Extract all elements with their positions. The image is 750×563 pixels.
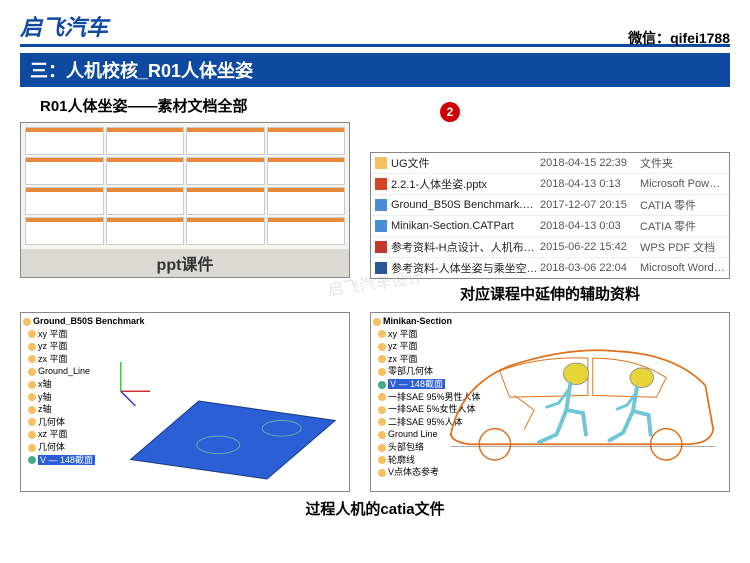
ppt-thumb xyxy=(106,157,185,185)
file-type: CATIA 零件 xyxy=(640,197,725,213)
file-icon xyxy=(375,241,387,253)
ppt-thumb xyxy=(25,217,104,245)
footer-caption: 过程人机的catia文件 xyxy=(0,498,750,519)
file-type: CATIA 零件 xyxy=(640,218,725,234)
file-name: Minikan-Section.CATPart xyxy=(391,220,540,232)
file-name: Ground_B50S Benchmark.CATPart xyxy=(391,199,540,211)
subtitle: R01人体坐姿——素材文档全部 xyxy=(40,95,750,116)
file-date: 2017-12-07 20:15 xyxy=(540,199,640,211)
file-name: 参考资料-人体坐姿与乘坐空间舒适性校... xyxy=(391,260,540,276)
file-name: 参考资料-H点设计、人机布置分析.pdf xyxy=(391,239,540,255)
file-name: UG文件 xyxy=(391,155,540,171)
ppt-thumb xyxy=(267,217,346,245)
file-date: 2018-04-15 22:39 xyxy=(540,157,640,169)
file-date: 2015-06-22 15:42 xyxy=(540,241,640,253)
file-row: 参考资料-人体坐姿与乘坐空间舒适性校... 2018-03-06 22:04 M… xyxy=(371,258,729,278)
header-rule xyxy=(20,44,730,47)
file-caption: 对应课程中延伸的辅助资料 xyxy=(370,283,730,304)
file-date: 2018-04-13 0:03 xyxy=(540,220,640,232)
catia-ground-view: Ground_B50S Benchmark xy 平面 yz 平面 zx 平面 … xyxy=(20,312,350,492)
file-icon xyxy=(375,199,387,211)
ppt-thumb xyxy=(106,127,185,155)
ppt-thumbnails-block: ppt课件 xyxy=(20,122,350,304)
ppt-thumb xyxy=(186,127,265,155)
file-date: 2018-03-06 22:04 xyxy=(540,262,640,274)
file-type: Microsoft Word ... xyxy=(640,262,725,274)
ppt-thumb xyxy=(267,127,346,155)
file-type: WPS PDF 文档 xyxy=(640,239,725,255)
ground-plane-svg xyxy=(111,323,345,489)
ppt-thumb xyxy=(25,187,104,215)
file-icon xyxy=(375,220,387,232)
file-date: 2018-04-13 0:13 xyxy=(540,178,640,190)
step-badge: 2 xyxy=(440,102,460,122)
file-row: 2.2.1-人体坐姿.pptx 2018-04-13 0:13 Microsof… xyxy=(371,174,729,195)
file-list-block: UG文件 2018-04-15 22:39 文件夹 2.2.1-人体坐姿.ppt… xyxy=(370,152,730,304)
brand-title: 启飞汽车 xyxy=(20,15,108,40)
ppt-thumb xyxy=(186,217,265,245)
ppt-thumb xyxy=(267,187,346,215)
file-icon xyxy=(375,178,387,190)
file-icon xyxy=(375,262,387,274)
catia-section-view: Minikan-Section xy 平面 yz 平面 zx 平面 零部几何体 … xyxy=(370,312,730,492)
wechat-info: 微信：qifei1788 xyxy=(628,28,730,48)
file-type: 文件夹 xyxy=(640,155,725,171)
file-icon xyxy=(375,157,387,169)
ppt-thumb xyxy=(25,127,104,155)
section-title: 三：人机校核_R01人体坐姿 xyxy=(20,53,730,87)
ppt-thumb xyxy=(106,187,185,215)
file-row: 参考资料-H点设计、人机布置分析.pdf 2015-06-22 15:42 WP… xyxy=(371,237,729,258)
file-row: Minikan-Section.CATPart 2018-04-13 0:03 … xyxy=(371,216,729,237)
ppt-thumb xyxy=(186,187,265,215)
file-name: 2.2.1-人体坐姿.pptx xyxy=(391,176,540,192)
ppt-thumb xyxy=(186,157,265,185)
file-type: Microsoft Power... xyxy=(640,178,725,190)
ppt-thumb xyxy=(25,157,104,185)
ppt-thumb xyxy=(267,157,346,185)
file-row: UG文件 2018-04-15 22:39 文件夹 xyxy=(371,153,729,174)
car-section-svg xyxy=(441,317,725,488)
file-row: Ground_B50S Benchmark.CATPart 2017-12-07… xyxy=(371,195,729,216)
ppt-label: ppt课件 xyxy=(21,249,349,277)
ppt-thumb xyxy=(106,217,185,245)
